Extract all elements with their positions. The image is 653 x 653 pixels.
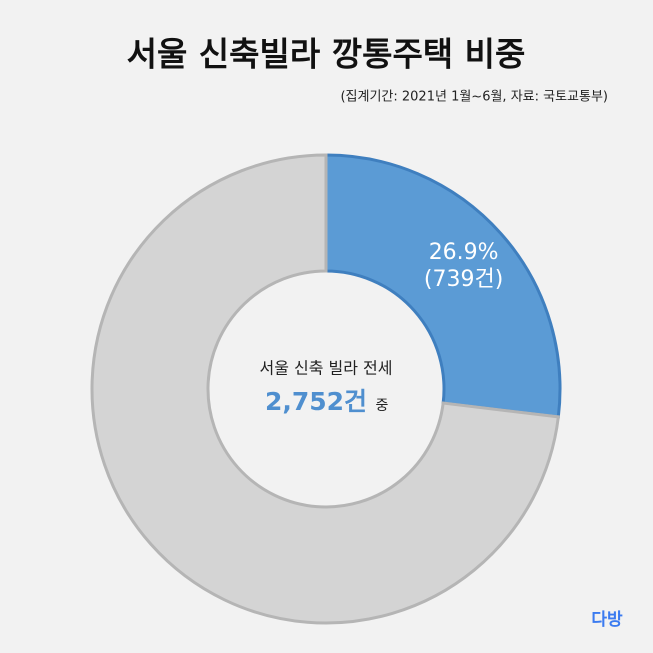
chart-subtitle: (집계기간: 2021년 1월~6월, 자료: 국토교통부) bbox=[340, 90, 608, 105]
center-text: 서울 신축 빌라 전세 bbox=[259, 359, 392, 378]
value-label: 26.9% bbox=[429, 240, 499, 265]
slice bbox=[324, 153, 562, 419]
value-sublabel: (739건) bbox=[424, 267, 503, 292]
slices bbox=[90, 153, 562, 625]
logo: 다방 bbox=[591, 610, 623, 630]
slice bbox=[90, 153, 561, 625]
center-suffix: 중 bbox=[376, 398, 389, 414]
chart-title: 서울 신축빌라 깡통주택 비중 bbox=[127, 35, 526, 74]
center-total: 2,752건 bbox=[265, 387, 367, 416]
